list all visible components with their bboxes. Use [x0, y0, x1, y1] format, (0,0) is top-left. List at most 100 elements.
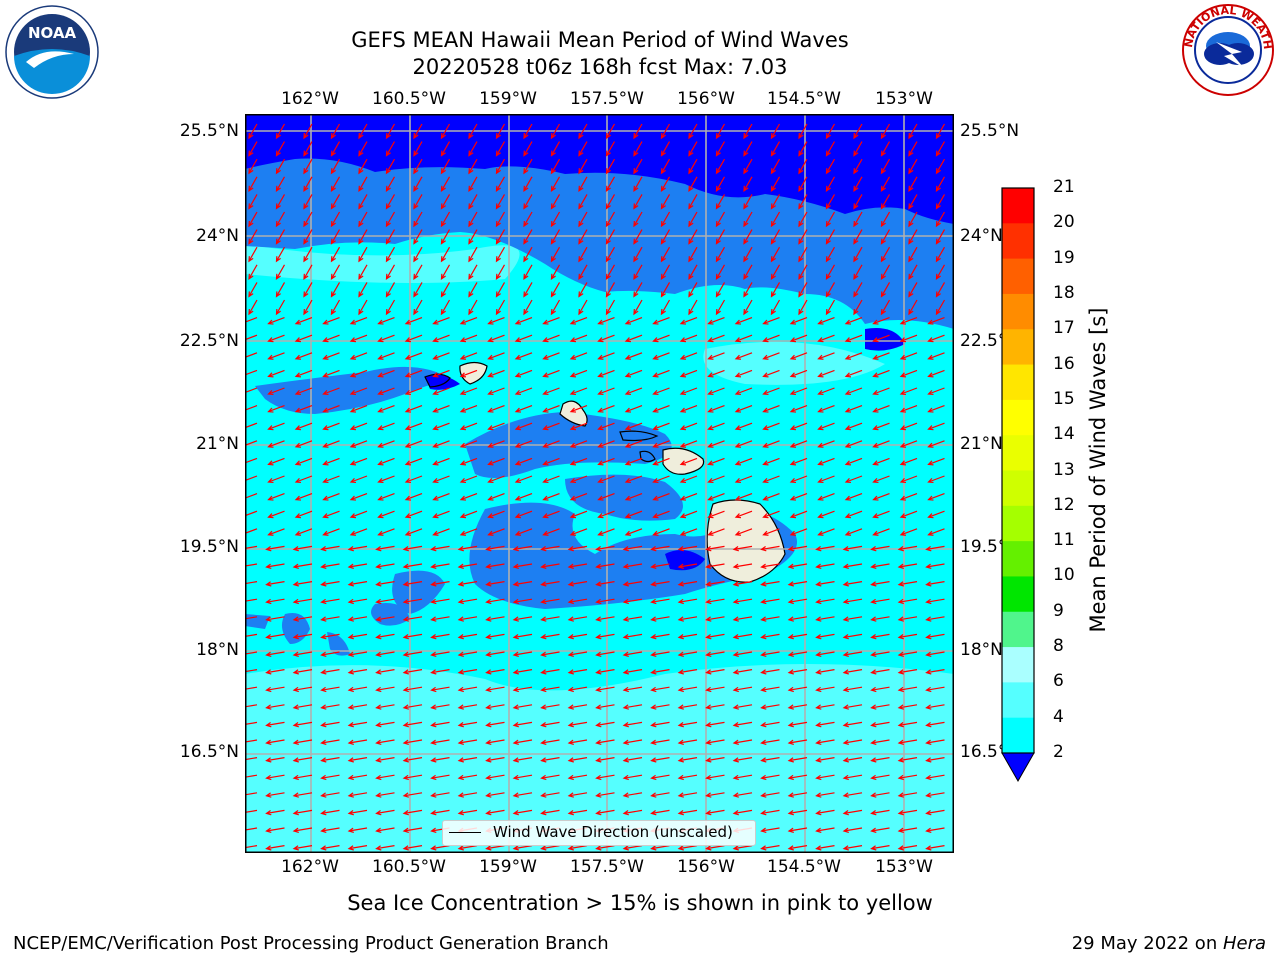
colorbar-tick-label: 12	[1053, 494, 1075, 515]
wind-wave-arrow	[468, 176, 478, 192]
colorbar-tick-label: 16	[1053, 353, 1075, 374]
wind-wave-arrow	[404, 317, 423, 325]
wind-wave-arrow	[542, 387, 560, 396]
wind-wave-arrow	[595, 633, 615, 640]
wind-wave-arrow	[842, 669, 863, 675]
wind-wave-arrow	[707, 493, 725, 501]
wind-wave-arrow	[567, 845, 588, 851]
wind-wave-arrow	[872, 440, 890, 448]
wind-wave-arrow	[732, 633, 753, 640]
lat-label-left: 21°N	[196, 434, 239, 454]
wind-wave-arrow	[605, 229, 616, 245]
wind-wave-arrow	[248, 176, 258, 192]
lanai	[639, 450, 656, 463]
wind-wave-arrow	[567, 545, 588, 552]
wind-wave-arrow	[927, 387, 945, 396]
wind-wave-arrow	[825, 299, 836, 316]
wind-wave-arrow	[597, 475, 615, 484]
wind-wave-arrow	[358, 264, 368, 280]
wind-wave-arrow	[320, 809, 340, 816]
wind-wave-arrow	[622, 792, 643, 798]
wind-wave-arrow	[870, 739, 890, 745]
wind-wave-arrow	[322, 352, 340, 360]
wind-wave-arrow	[495, 299, 506, 316]
wind-wave-arrow	[349, 334, 368, 343]
wind-wave-arrow	[597, 405, 615, 413]
wind-wave-arrow	[935, 264, 946, 280]
wind-wave-arrow	[908, 176, 918, 192]
wind-wave-arrow	[870, 757, 890, 763]
wind-wave-arrow	[597, 510, 615, 519]
wind-wave-arrow	[815, 757, 835, 763]
wind-wave-arrow	[707, 510, 725, 519]
wind-wave-arrow	[789, 352, 808, 360]
wind-wave-arrow	[569, 493, 588, 501]
wind-wave-arrow	[677, 633, 698, 640]
wind-wave-arrow	[550, 176, 561, 192]
wind-wave-arrow	[523, 299, 533, 316]
wind-wave-arrow	[789, 510, 808, 519]
wind-wave-arrow	[569, 405, 588, 413]
wind-wave-arrow	[605, 123, 616, 140]
wind-wave-arrow	[789, 475, 808, 484]
wind-wave-arrow	[330, 264, 341, 280]
wind-wave-arrow	[248, 123, 258, 140]
wind-wave-arrow	[523, 141, 533, 157]
wind-wave-arrow	[375, 545, 395, 552]
wind-wave-arrow	[542, 334, 560, 343]
legend-line	[449, 832, 481, 833]
wind-wave-arrow	[705, 792, 725, 798]
wind-wave-arrow	[322, 510, 340, 519]
wind-wave-arrow	[825, 123, 836, 140]
wind-wave-arrow	[385, 264, 396, 280]
wind-wave-arrow	[349, 422, 368, 431]
wind-wave-arrow	[292, 581, 313, 587]
wind-wave-arrow	[377, 334, 395, 343]
wind-wave-arrow	[349, 510, 368, 519]
wind-wave-arrow	[245, 422, 258, 431]
wind-wave-arrow	[265, 651, 285, 657]
wind-wave-arrow	[440, 158, 451, 175]
wind-wave-arrow	[320, 633, 340, 640]
wind-wave-arrow	[899, 352, 918, 360]
wind-wave-arrow	[842, 845, 863, 851]
wind-wave-arrow	[743, 211, 753, 228]
wind-wave-arrow	[550, 282, 561, 298]
wind-wave-arrow	[320, 686, 340, 693]
wind-wave-arrow	[457, 633, 478, 640]
wind-wave-arrow	[485, 792, 505, 798]
wind-wave-arrow	[743, 194, 753, 210]
wind-wave-arrow	[569, 317, 588, 325]
wind-wave-arrow	[762, 369, 780, 378]
wind-wave-arrow	[679, 369, 698, 378]
wind-wave-arrow	[385, 229, 396, 245]
wind-wave-arrow	[897, 774, 918, 781]
wind-wave-arrow	[375, 651, 395, 657]
wind-wave-arrow	[798, 141, 808, 157]
wind-wave-arrow	[925, 686, 945, 693]
wind-wave-arrow	[770, 158, 781, 175]
wind-wave-arrow	[440, 211, 451, 228]
colorbar-tick-label: 14	[1053, 424, 1075, 445]
wind-wave-arrow	[294, 528, 313, 536]
wind-wave-arrow	[567, 774, 588, 781]
wind-wave-arrow	[652, 334, 670, 343]
wind-wave-arrow	[622, 598, 643, 605]
wind-wave-arrow	[358, 282, 368, 298]
wind-wave-arrow	[540, 633, 560, 640]
wind-wave-arrow	[732, 669, 753, 675]
wind-wave-arrow	[248, 211, 258, 228]
wind-wave-arrow	[762, 493, 780, 501]
wind-wave-arrow	[245, 704, 258, 708]
wind-wave-arrow	[550, 141, 561, 157]
wind-wave-arrow	[815, 581, 835, 587]
wind-wave-arrow	[468, 299, 478, 316]
wind-wave-arrow	[322, 440, 340, 448]
wind-wave-arrow	[267, 369, 285, 378]
wind-wave-arrow	[245, 457, 258, 466]
wind-wave-arrow	[248, 246, 258, 263]
wind-wave-arrow	[677, 581, 698, 587]
wind-wave-arrow	[760, 598, 780, 605]
wind-wave-arrow	[514, 475, 533, 484]
wind-wave-arrow	[817, 405, 835, 413]
